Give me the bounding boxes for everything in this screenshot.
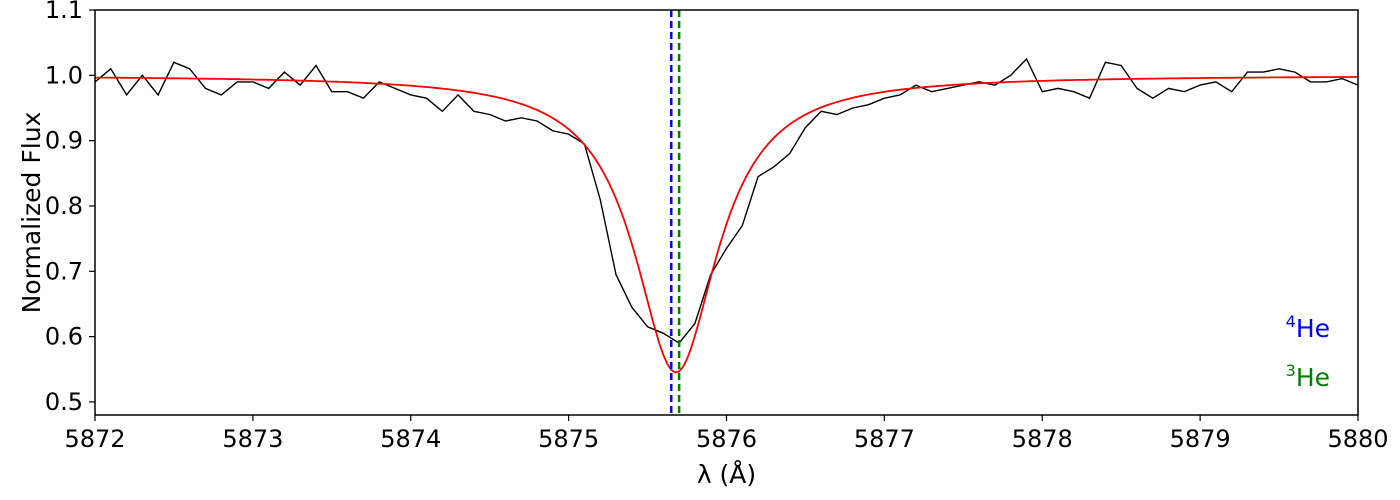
y-tick-label: 0.7 xyxy=(45,257,83,285)
plot-frame xyxy=(94,9,1359,416)
isotope-mass-number: 4 xyxy=(1286,312,1296,331)
y-tick-label: 0.8 xyxy=(45,192,83,220)
y-tick-label: 0.9 xyxy=(45,127,83,155)
y-axis: 0.5 0.6 0.7 0.8 0.9 1.0 1.1 xyxy=(45,0,95,416)
x-tick-label: 5880 xyxy=(1327,425,1388,453)
x-tick-label: 5872 xyxy=(64,425,125,453)
x-axis: 5872 5873 5874 5875 5876 5877 5878 5879 5880 xyxy=(64,415,1389,453)
isotope-element: He xyxy=(1296,363,1330,392)
y-tick-label: 1.0 xyxy=(45,61,83,89)
x-tick-label: 5875 xyxy=(538,425,599,453)
plot-area xyxy=(95,10,1358,415)
x-axis-title: λ (Å) xyxy=(697,460,756,489)
x-tick-label: 5878 xyxy=(1012,425,1073,453)
x-tick-label: 5877 xyxy=(854,425,915,453)
x-tick-label: 5879 xyxy=(1170,425,1231,453)
x-tick-label: 5874 xyxy=(380,425,441,453)
isotope-mass-number: 3 xyxy=(1286,361,1296,380)
observed-spectrum-line xyxy=(95,57,1358,345)
legend-he3: 3He xyxy=(1286,361,1330,392)
x-tick-label: 5876 xyxy=(696,425,757,453)
y-tick-label: 0.5 xyxy=(45,388,83,416)
y-tick-label: 1.1 xyxy=(45,0,83,24)
legend-he4: 4He xyxy=(1286,312,1330,343)
isotope-element: He xyxy=(1296,314,1330,343)
model-fit-line xyxy=(95,76,1358,374)
y-tick-label: 0.6 xyxy=(45,323,83,351)
x-tick-label: 5873 xyxy=(222,425,283,453)
y-axis-title: Normalized Flux xyxy=(17,112,46,314)
